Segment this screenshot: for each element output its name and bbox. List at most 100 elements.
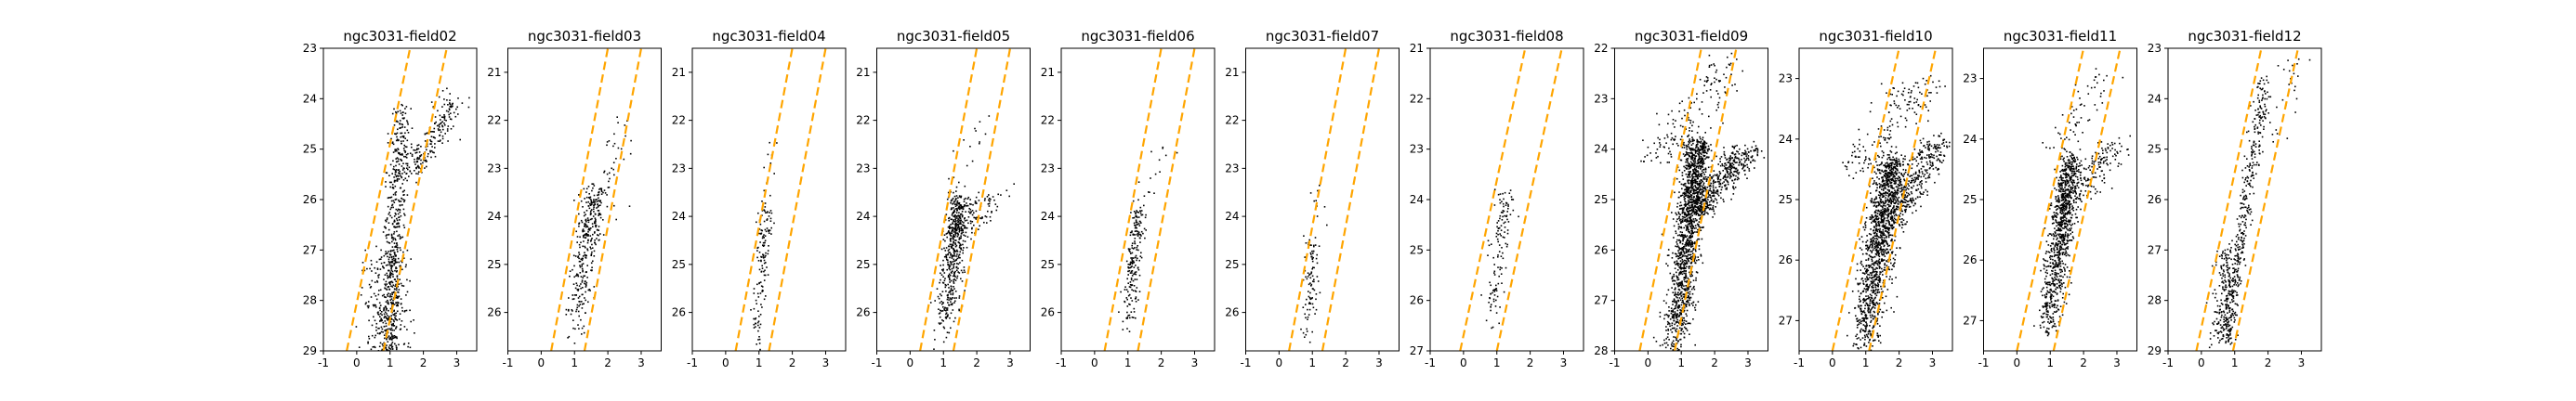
star-point	[395, 208, 398, 211]
star-point	[1673, 138, 1675, 140]
star-point	[963, 204, 966, 206]
star-point	[1698, 125, 1700, 128]
star-point	[1677, 255, 1680, 257]
star-point	[976, 202, 978, 204]
star-point	[394, 185, 397, 188]
star-point	[1673, 327, 1675, 330]
star-point	[408, 175, 410, 177]
star-point	[1677, 307, 1679, 309]
star-point	[391, 236, 393, 239]
star-point	[392, 160, 394, 162]
star-point	[1696, 206, 1698, 208]
star-point	[961, 229, 964, 231]
star-point	[1659, 344, 1662, 347]
star-point	[361, 287, 363, 289]
star-point	[1306, 298, 1308, 301]
star-point	[598, 226, 600, 227]
star-point	[1688, 287, 1689, 290]
star-point	[1678, 110, 1680, 112]
star-point	[416, 157, 419, 160]
star-point	[1681, 242, 1684, 245]
star-point	[1677, 291, 1679, 293]
star-point	[1728, 173, 1729, 175]
star-point	[1679, 267, 1681, 269]
star-point	[1671, 345, 1673, 347]
star-point	[1686, 217, 1689, 220]
star-point	[1676, 243, 1678, 245]
star-point	[1703, 147, 1705, 149]
star-point	[1667, 322, 1670, 324]
star-point	[1135, 214, 1137, 217]
star-point	[1685, 267, 1687, 270]
star-point	[958, 308, 960, 311]
star-point	[987, 203, 990, 205]
star-point	[1692, 287, 1695, 289]
star-point	[1659, 144, 1662, 146]
star-point	[587, 186, 590, 188]
star-point	[1693, 259, 1696, 261]
star-point	[942, 302, 944, 304]
star-point	[1723, 165, 1726, 167]
star-point	[1667, 328, 1669, 330]
star-point	[1703, 209, 1706, 212]
star-point	[393, 219, 396, 222]
star-point	[947, 231, 950, 233]
star-point	[1890, 175, 1893, 176]
star-point	[1314, 244, 1317, 246]
star-point	[580, 276, 583, 278]
y-tick-label: 26	[1225, 306, 1239, 319]
star-point	[606, 173, 609, 175]
star-point	[573, 276, 575, 278]
star-point	[1690, 188, 1693, 189]
star-point	[395, 175, 398, 177]
star-point	[1885, 176, 1886, 178]
star-point	[394, 170, 397, 172]
star-point	[1725, 76, 1728, 79]
star-point	[1312, 252, 1314, 254]
star-point	[1709, 184, 1712, 187]
star-point	[962, 243, 964, 246]
star-point	[1697, 165, 1700, 167]
star-point	[565, 308, 568, 311]
star-point	[1502, 210, 1505, 212]
star-point	[763, 259, 766, 262]
star-point	[1702, 184, 1704, 186]
star-point	[1688, 197, 1689, 199]
star-point	[1690, 243, 1693, 245]
star-point	[438, 124, 440, 126]
star-point	[1724, 185, 1727, 188]
star-point	[593, 206, 595, 208]
star-point	[590, 200, 593, 202]
star-point	[1692, 279, 1695, 281]
star-point	[404, 150, 407, 152]
star-point	[590, 201, 593, 204]
star-point	[1678, 217, 1680, 219]
star-point	[1860, 339, 1861, 341]
star-point	[1672, 291, 1675, 293]
star-point	[1310, 283, 1313, 286]
star-point	[1704, 167, 1707, 170]
star-point	[582, 229, 584, 232]
star-point	[764, 239, 767, 241]
star-point	[1685, 262, 1687, 265]
star-point	[1694, 225, 1697, 226]
star-point	[1860, 249, 1863, 251]
star-point	[1701, 205, 1702, 208]
star-point	[388, 286, 390, 288]
star-point	[975, 218, 978, 220]
rgb-selection-line	[734, 48, 794, 351]
star-point	[1698, 214, 1701, 216]
star-point	[583, 214, 585, 217]
star-point	[392, 273, 394, 276]
star-point	[1131, 275, 1134, 277]
star-point	[1673, 299, 1676, 301]
star-point	[603, 171, 605, 174]
star-point	[1690, 189, 1692, 191]
star-point	[393, 179, 396, 182]
star-point	[1689, 107, 1691, 109]
star-point	[1891, 196, 1894, 198]
star-point	[425, 159, 427, 162]
star-point	[1678, 247, 1681, 250]
star-point	[1683, 255, 1685, 257]
star-point	[948, 230, 950, 232]
